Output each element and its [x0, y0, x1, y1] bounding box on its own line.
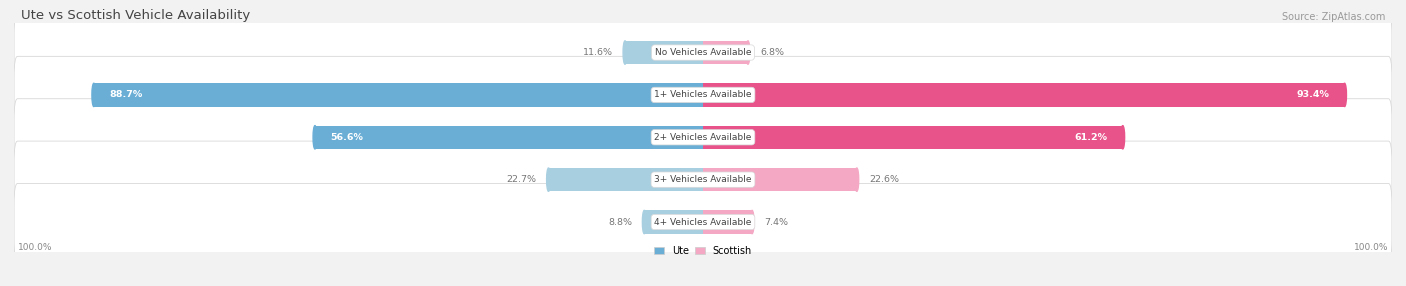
Bar [626, 41, 703, 64]
FancyBboxPatch shape [14, 141, 1392, 218]
Bar [703, 126, 1123, 149]
Circle shape [751, 210, 754, 234]
Circle shape [623, 41, 627, 64]
Circle shape [547, 168, 550, 191]
Bar [703, 210, 752, 234]
FancyBboxPatch shape [14, 99, 1392, 176]
Text: 100.0%: 100.0% [17, 243, 52, 252]
Circle shape [1121, 126, 1125, 149]
FancyBboxPatch shape [14, 183, 1392, 261]
Text: 2+ Vehicles Available: 2+ Vehicles Available [654, 133, 752, 142]
Bar [703, 168, 856, 191]
Circle shape [1343, 83, 1347, 107]
FancyBboxPatch shape [14, 56, 1392, 134]
Circle shape [855, 168, 859, 191]
Text: 61.2%: 61.2% [1074, 133, 1108, 142]
Bar [315, 126, 703, 149]
Circle shape [643, 210, 647, 234]
Text: 7.4%: 7.4% [765, 218, 789, 227]
Bar [94, 83, 703, 107]
Bar [703, 41, 748, 64]
FancyBboxPatch shape [14, 14, 1392, 91]
Text: 6.8%: 6.8% [761, 48, 785, 57]
Text: 3+ Vehicles Available: 3+ Vehicles Available [654, 175, 752, 184]
Text: 100.0%: 100.0% [1354, 243, 1389, 252]
Text: 22.7%: 22.7% [506, 175, 536, 184]
Text: Source: ZipAtlas.com: Source: ZipAtlas.com [1282, 12, 1385, 22]
Text: 1+ Vehicles Available: 1+ Vehicles Available [654, 90, 752, 100]
Bar [548, 168, 703, 191]
Text: 56.6%: 56.6% [330, 133, 363, 142]
Text: No Vehicles Available: No Vehicles Available [655, 48, 751, 57]
Text: Ute vs Scottish Vehicle Availability: Ute vs Scottish Vehicle Availability [21, 9, 250, 22]
Text: 8.8%: 8.8% [607, 218, 633, 227]
Bar [703, 83, 1344, 107]
Circle shape [91, 83, 96, 107]
Legend: Ute, Scottish: Ute, Scottish [654, 246, 752, 256]
Text: 93.4%: 93.4% [1296, 90, 1329, 100]
Circle shape [747, 41, 749, 64]
Text: 22.6%: 22.6% [869, 175, 898, 184]
Text: 4+ Vehicles Available: 4+ Vehicles Available [654, 218, 752, 227]
Bar [644, 210, 703, 234]
Text: 88.7%: 88.7% [110, 90, 142, 100]
Text: 11.6%: 11.6% [582, 48, 613, 57]
Circle shape [314, 126, 316, 149]
